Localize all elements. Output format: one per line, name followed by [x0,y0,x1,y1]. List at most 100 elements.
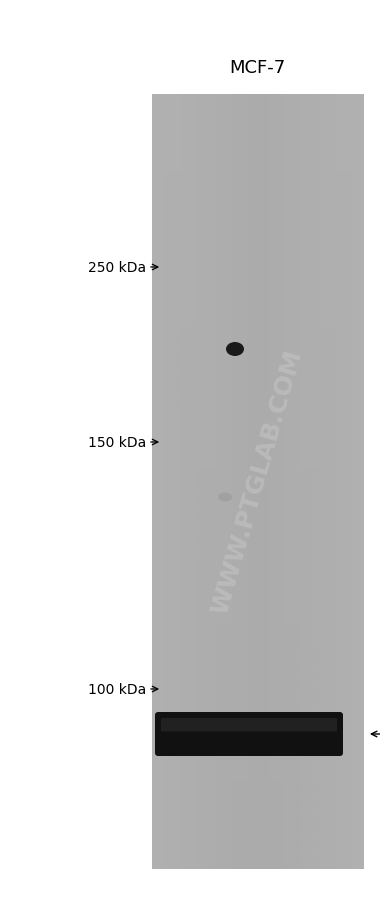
Bar [152,95,155,869]
Bar [272,95,275,869]
Bar [329,95,332,869]
Bar [152,688,363,702]
Text: 100 kDa: 100 kDa [88,682,146,696]
Bar [247,95,250,869]
Bar [203,95,205,869]
Bar [175,95,178,869]
Bar [152,340,363,354]
Bar [152,456,363,470]
Bar [152,327,363,341]
Bar [285,95,288,869]
FancyBboxPatch shape [161,718,337,732]
Ellipse shape [226,343,244,356]
Bar [165,95,167,869]
Bar [196,95,199,869]
Bar [319,95,321,869]
Bar [226,95,228,869]
Bar [152,443,363,456]
Bar [152,391,363,405]
Bar [152,133,363,147]
Bar [266,95,269,869]
Bar [308,95,311,869]
Bar [152,702,363,714]
Bar [268,95,271,869]
Bar [182,95,184,869]
Bar [310,95,313,869]
Bar [277,95,279,869]
Bar [152,172,363,186]
Bar [152,508,363,521]
Bar [152,778,363,792]
Bar [152,314,363,327]
Bar [152,676,363,689]
Bar [331,95,334,869]
Bar [158,95,161,869]
FancyBboxPatch shape [155,713,343,756]
Bar [152,405,363,418]
Bar [152,547,363,560]
Bar [205,95,207,869]
Bar [213,95,216,869]
Bar [340,95,342,869]
Bar [152,146,363,160]
Bar [152,534,363,547]
Bar [224,95,226,869]
Bar [152,792,363,805]
Bar [289,95,292,869]
Bar [152,469,363,483]
Bar [152,418,363,431]
Bar [350,95,353,869]
Bar [194,95,197,869]
Bar [152,495,363,508]
Bar [232,95,235,869]
Bar [192,95,195,869]
Bar [152,843,363,857]
Bar [152,430,363,444]
Bar [346,95,349,869]
Text: WWW.PTGLAB.COM: WWW.PTGLAB.COM [208,347,307,617]
Bar [152,649,363,663]
Bar [255,95,258,869]
Bar [184,95,186,869]
Bar [217,95,220,869]
Bar [152,559,363,573]
Bar [152,740,363,753]
Bar [152,585,363,599]
Bar [298,95,300,869]
Bar [152,663,363,676]
Bar [230,95,233,869]
Bar [334,95,336,869]
Bar [152,727,363,741]
Bar [152,211,363,225]
Bar [152,237,363,250]
Bar [215,95,218,869]
Bar [177,95,180,869]
Bar [353,95,355,869]
Bar [323,95,326,869]
Bar [152,520,363,534]
Bar [152,185,363,198]
Bar [198,95,201,869]
Bar [236,95,239,869]
Bar [228,95,231,869]
Bar [163,95,165,869]
Bar [152,262,363,276]
Bar [293,95,296,869]
Bar [251,95,254,869]
Bar [201,95,203,869]
Bar [173,95,176,869]
Bar [152,250,363,263]
Bar [152,160,363,173]
Bar [355,95,357,869]
Bar [241,95,243,869]
Bar [152,482,363,495]
Bar [239,95,241,869]
Bar [264,95,266,869]
Bar [152,366,363,379]
Bar [152,379,363,392]
Bar [315,95,317,869]
Bar [222,95,224,869]
Bar [291,95,294,869]
Bar [260,95,262,869]
Bar [234,95,237,869]
